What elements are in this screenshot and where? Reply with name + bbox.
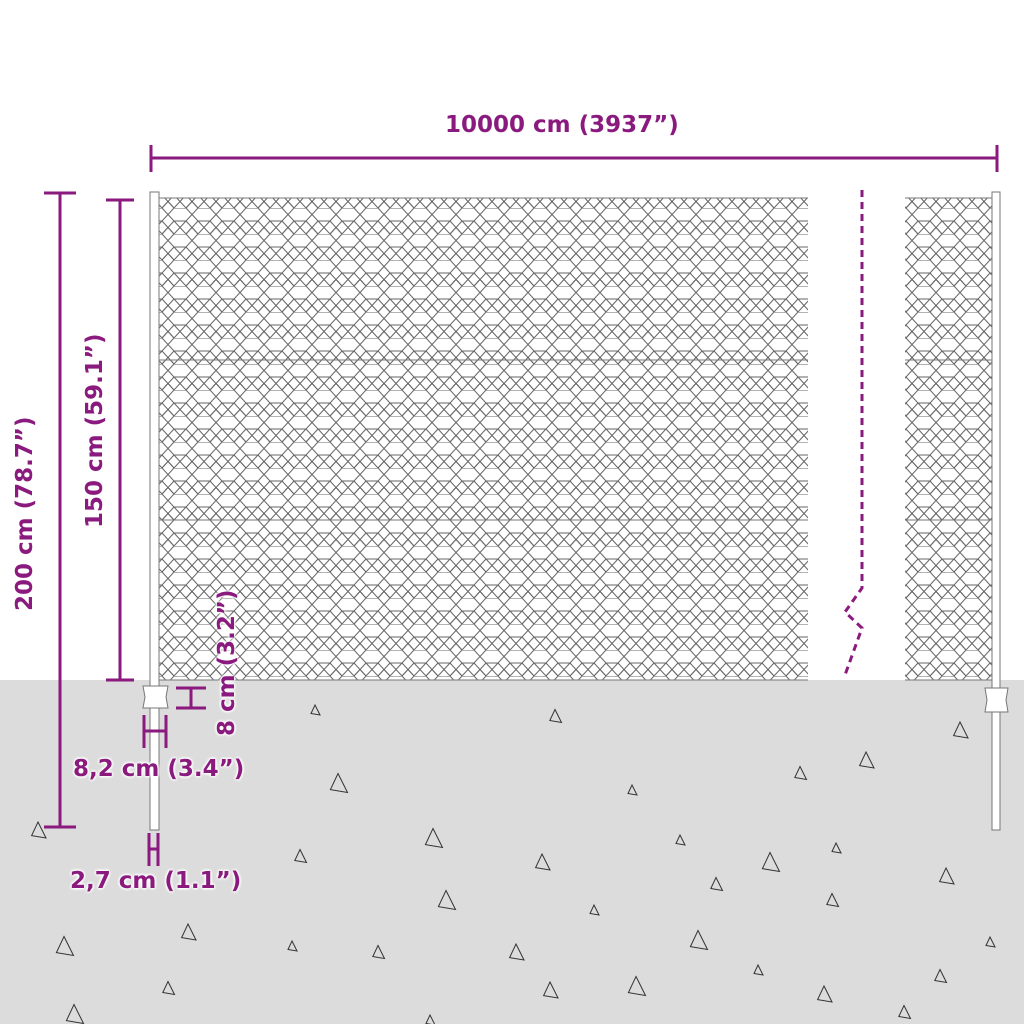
gravel-mark bbox=[858, 750, 875, 769]
gravel-mark bbox=[30, 820, 47, 839]
total-height-label: 200 cm (78.7”) bbox=[12, 416, 38, 611]
post-diameter-label: 2,7 cm (1.1”) bbox=[70, 868, 242, 894]
bracket-width-marker bbox=[142, 715, 168, 748]
mesh-panel-end bbox=[905, 198, 997, 680]
gravel-mark bbox=[831, 841, 842, 854]
gravel-mark bbox=[508, 942, 525, 961]
length-label: 10000 cm (3937”) bbox=[445, 112, 679, 138]
gravel-mark bbox=[710, 876, 724, 892]
gravel-mark bbox=[542, 980, 559, 999]
gravel-mark bbox=[627, 975, 647, 997]
gravel-mark bbox=[329, 772, 349, 794]
gravel-mark bbox=[985, 935, 996, 948]
gravel-mark bbox=[287, 939, 298, 952]
gravel-mark bbox=[65, 1003, 85, 1024]
gravel-mark bbox=[589, 903, 600, 916]
post-left bbox=[142, 191, 169, 831]
gravel-mark bbox=[437, 889, 457, 911]
bracket-width-label: 8,2 cm (3.4”) bbox=[73, 756, 245, 782]
gravel-mark bbox=[689, 929, 709, 951]
length-dimension-line bbox=[149, 145, 999, 172]
post-right bbox=[984, 191, 1009, 831]
mesh-height-dimension-line bbox=[106, 198, 134, 682]
break-line bbox=[843, 190, 864, 676]
gravel-mark bbox=[761, 851, 781, 873]
mesh-height-label: 150 cm (59.1”) bbox=[82, 333, 108, 528]
gravel-mark bbox=[425, 1013, 436, 1024]
bracket-height-marker bbox=[176, 686, 206, 710]
gravel-mark bbox=[675, 833, 686, 846]
gravel-mark bbox=[934, 968, 948, 984]
gravel-mark bbox=[898, 1004, 912, 1020]
gravel-mark bbox=[372, 944, 386, 960]
gravel-mark bbox=[826, 892, 840, 908]
total-height-dimension-line bbox=[44, 191, 76, 829]
gravel-mark bbox=[534, 852, 551, 871]
gravel-mark bbox=[627, 783, 638, 796]
gravel-mark bbox=[55, 935, 75, 957]
gravel-mark bbox=[816, 984, 833, 1003]
gravel-mark bbox=[794, 765, 808, 781]
gravel-mark bbox=[310, 703, 321, 716]
ground bbox=[0, 680, 1024, 1024]
gravel-marks bbox=[30, 703, 996, 1024]
gravel-mark bbox=[180, 922, 197, 941]
gravel-mark bbox=[549, 708, 563, 724]
post-diameter-marker bbox=[147, 833, 160, 866]
gravel-mark bbox=[753, 963, 764, 976]
gravel-mark bbox=[938, 866, 955, 885]
mesh-panel-main bbox=[152, 198, 808, 680]
gravel-mark bbox=[162, 980, 176, 996]
bracket-height-label: 8 cm (3.2”) bbox=[214, 589, 240, 736]
gravel-mark bbox=[294, 848, 308, 864]
tension-wires bbox=[150, 197, 997, 681]
gravel-mark bbox=[952, 720, 969, 739]
gravel-mark bbox=[424, 827, 444, 849]
